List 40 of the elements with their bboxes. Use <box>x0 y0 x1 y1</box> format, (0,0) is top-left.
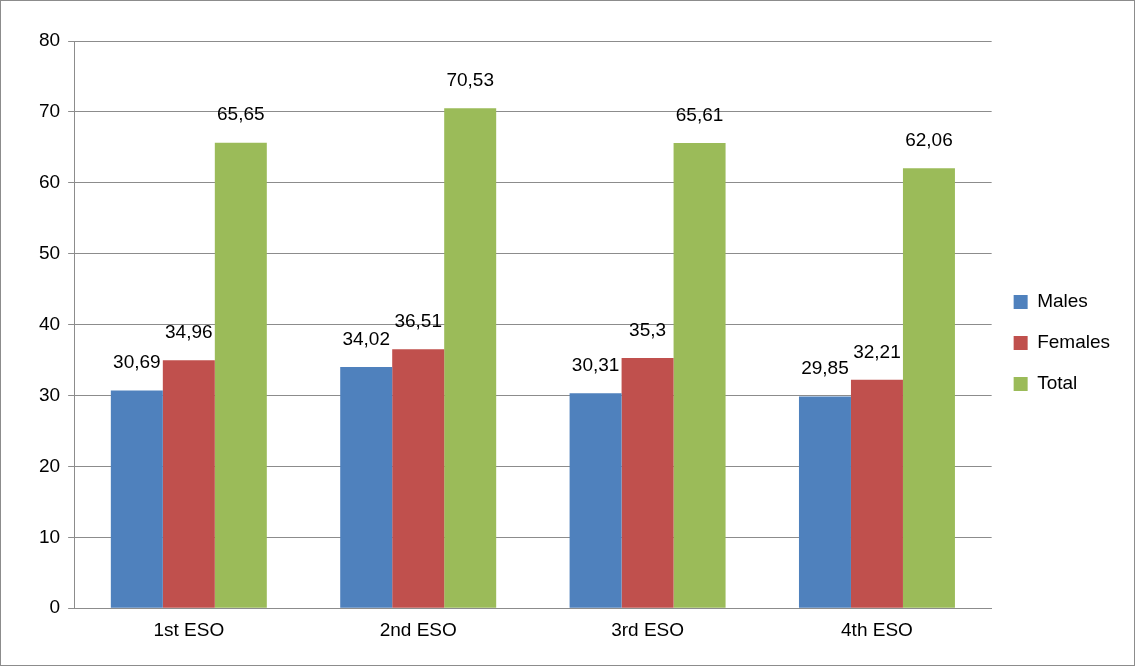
y-tick-label: 80 <box>38 29 61 51</box>
data-label: 65,61 <box>675 103 724 125</box>
data-label: 30,69 <box>113 351 161 373</box>
y-tick-label: 0 <box>49 596 61 618</box>
legend-label: Females <box>1037 331 1110 353</box>
bar <box>798 396 851 608</box>
data-label: 34,02 <box>342 327 390 349</box>
y-tick-label: 10 <box>38 525 61 547</box>
y-tick-label: 70 <box>38 100 61 122</box>
bar <box>569 393 622 608</box>
x-tick-label: 4th ESO <box>841 618 913 640</box>
bar <box>214 142 267 608</box>
data-label: 29,85 <box>801 357 849 379</box>
x-tick-label: 2nd ESO <box>379 618 457 640</box>
legend-label: Males <box>1037 290 1088 312</box>
data-label: 70,53 <box>446 68 494 90</box>
data-label: 36,51 <box>394 310 442 332</box>
bar <box>444 108 497 608</box>
data-label: 32,21 <box>853 340 901 362</box>
bar <box>850 379 903 608</box>
x-tick-label: 3rd ESO <box>611 618 685 640</box>
bar <box>392 349 445 608</box>
bar <box>162 360 215 608</box>
y-tick-label: 40 <box>38 312 61 334</box>
data-label: 30,31 <box>571 354 620 376</box>
y-tick-label: 50 <box>38 241 61 263</box>
bar <box>110 390 163 608</box>
y-tick-label: 20 <box>38 454 61 476</box>
data-label: 65,65 <box>217 103 265 125</box>
bar <box>902 168 955 608</box>
bar <box>340 367 393 608</box>
y-tick-label: 30 <box>38 383 61 405</box>
data-label: 35,3 <box>629 318 667 340</box>
x-tick-label: 1st ESO <box>153 618 225 640</box>
y-tick-label: 60 <box>38 171 61 193</box>
data-label: 34,96 <box>165 321 213 343</box>
legend-label: Total <box>1037 372 1078 394</box>
data-label: 62,06 <box>905 128 953 150</box>
bar <box>673 143 726 608</box>
bar <box>621 357 674 608</box>
